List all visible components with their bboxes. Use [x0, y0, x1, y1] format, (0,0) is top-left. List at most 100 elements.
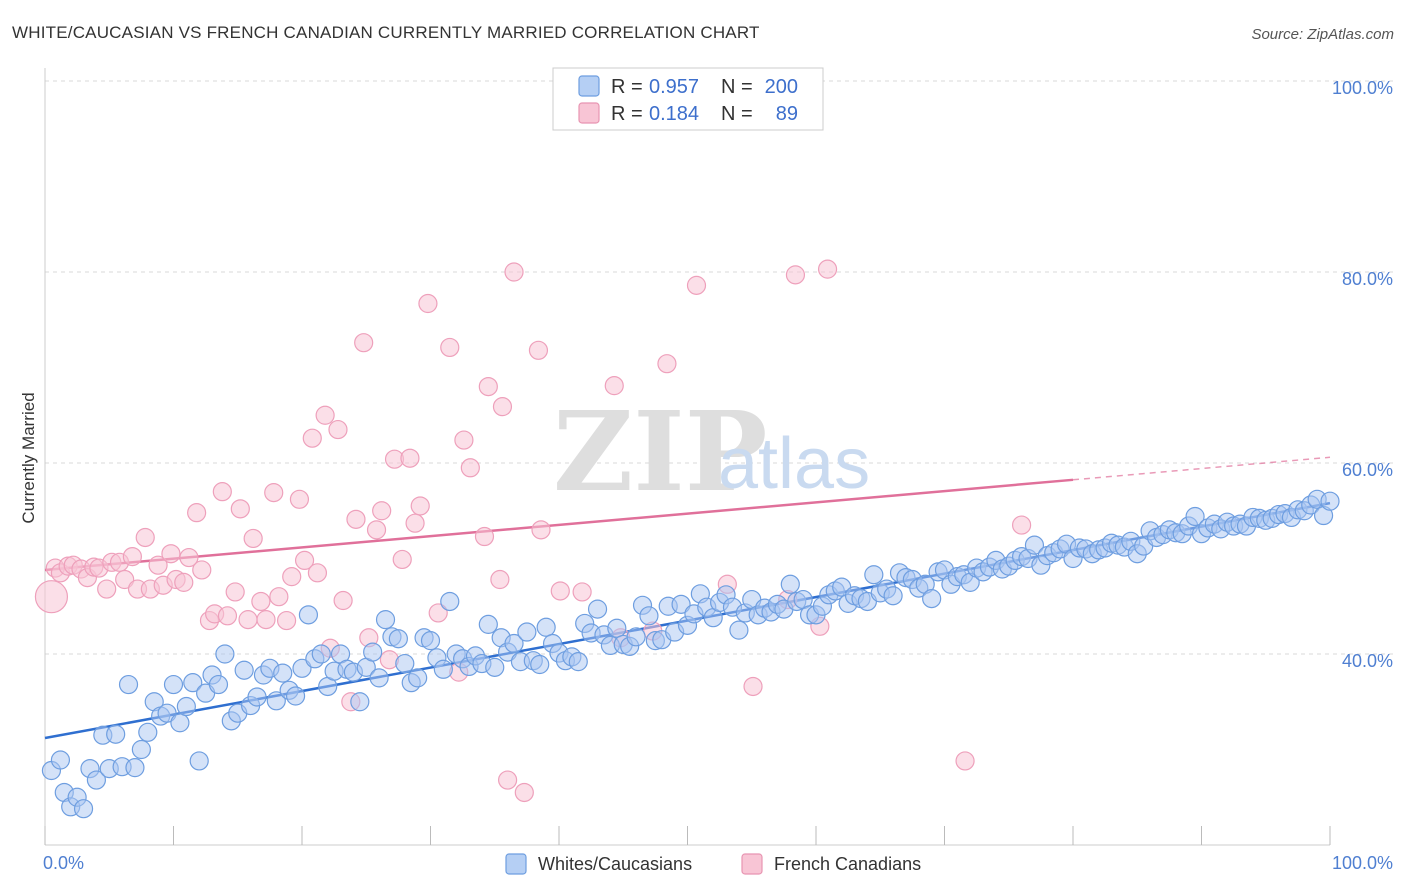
white-caucasian-point [639, 606, 659, 626]
french-canadian-point [405, 513, 425, 533]
bottom-legend-label-french: French Canadians [774, 854, 921, 874]
french-canadian-point [115, 569, 135, 590]
white-caucasian-point [208, 674, 229, 695]
legend-r-value-1: 0.957 [649, 76, 699, 98]
french-canadian-point [192, 560, 212, 580]
y-axis-label: Currently Married [19, 392, 38, 523]
stats-legend: R = 0.957 N = 200 R = 0.184 N = 89 [552, 67, 824, 131]
french-canadian-point [410, 496, 430, 516]
french-canadian-point [174, 572, 194, 592]
french-canadian-point [276, 610, 297, 631]
white-caucasian-point [176, 696, 196, 717]
french-canadian-point [460, 458, 480, 478]
white-caucasian-point [883, 586, 903, 606]
white-caucasian-point [729, 620, 749, 640]
french-canadian-point [428, 603, 448, 623]
white-caucasian-point [408, 668, 428, 688]
french-canadian-point [418, 293, 438, 314]
french-canadian-point [354, 333, 374, 353]
legend-n-label-2: N = [721, 103, 753, 125]
watermark: ZIP atlas [553, 387, 870, 516]
white-caucasian-point [363, 642, 383, 662]
white-caucasian-point [568, 652, 588, 672]
french-canadian-point [282, 567, 302, 587]
white-caucasian-point [247, 687, 267, 707]
chart-source: Source: ZipAtlas.com [1251, 26, 1394, 43]
y-tick-label-100: 100.0% [1332, 78, 1393, 98]
white-caucasian-point [170, 713, 190, 733]
white-caucasian-point [369, 668, 389, 688]
watermark-atlas: atlas [718, 424, 870, 504]
french-canadian-point [372, 501, 392, 521]
white-caucasian-point [420, 631, 441, 651]
french-canadian-point [315, 405, 335, 425]
white-caucasian-point [607, 618, 627, 638]
legend-r-label-2: R = [611, 103, 643, 125]
french-canadian-point [392, 549, 412, 570]
french-canadian-point [269, 587, 289, 607]
french-canadian-point [307, 563, 328, 583]
whites-caucasians-points [41, 489, 1340, 819]
white-caucasian-point [50, 750, 71, 770]
chart-title: WHITE/CAUCASIAN VS FRENCH CANADIAN CURRE… [12, 23, 760, 42]
french-canadian-point [135, 527, 155, 548]
french-canadian-point [34, 580, 69, 614]
white-caucasian-point [189, 751, 209, 771]
french-canadian-point [289, 489, 310, 509]
french-canadian-point [212, 482, 232, 502]
x-tick-label-min: 0.0% [43, 853, 84, 873]
white-caucasian-point [292, 658, 312, 678]
white-caucasian-point [1024, 535, 1045, 555]
white-caucasian-point [73, 799, 94, 819]
white-caucasian-point [440, 591, 460, 612]
french-canadian-point [454, 430, 474, 450]
french-canadian-point [243, 528, 263, 549]
french-canadian-point [366, 520, 387, 540]
white-caucasian-point [478, 614, 498, 634]
white-caucasian-point [273, 663, 293, 683]
legend-n-value-2: 89 [776, 103, 798, 125]
french-canadian-point [1011, 515, 1032, 535]
french-canadian-point [148, 555, 168, 575]
french-canadian-point [230, 499, 250, 519]
french-canadian-point [256, 610, 276, 630]
white-caucasian-point [311, 644, 331, 664]
white-caucasian-point [671, 594, 691, 614]
white-caucasian-point [106, 724, 126, 744]
white-caucasian-point [183, 673, 203, 693]
y-tick-label-40: 40.0% [1342, 651, 1393, 671]
white-caucasian-point [530, 654, 550, 675]
watermark-zip: ZIP [553, 387, 767, 516]
white-caucasian-point [285, 686, 306, 706]
french-canadian-point [346, 509, 366, 529]
white-caucasian-point [131, 739, 151, 760]
legend-r-label-1: R = [611, 76, 643, 98]
french-canadian-point [217, 606, 238, 626]
french-canadian-point [955, 751, 975, 771]
french-canadian-point [187, 503, 207, 523]
white-caucasian-point [922, 589, 942, 609]
white-caucasian-point [504, 633, 524, 654]
white-caucasian-point [157, 703, 177, 723]
white-caucasian-point [1320, 491, 1340, 511]
white-caucasian-point [234, 660, 254, 680]
french-canadian-point [179, 547, 199, 568]
axes [44, 68, 1331, 846]
white-caucasian-point [298, 605, 319, 625]
white-caucasian-point [163, 674, 184, 695]
legend-swatch-pink [578, 102, 600, 124]
legend-n-value-1: 200 [765, 76, 798, 98]
legend-r-value-2: 0.184 [649, 103, 699, 125]
french-canadian-point [492, 397, 513, 417]
french-canadian-point [550, 581, 570, 601]
french-canadian-point [572, 582, 592, 602]
bottom-legend-swatch-blue [505, 853, 527, 875]
french-canadian-point [474, 526, 495, 547]
french-canadian-point [161, 544, 181, 564]
french-canadian-point [785, 265, 806, 285]
french-canadian-point [490, 569, 510, 590]
white-caucasian-point [350, 692, 370, 712]
bottom-legend-label-whites: Whites/Caucasians [538, 854, 692, 874]
french-canadian-point [328, 419, 348, 440]
